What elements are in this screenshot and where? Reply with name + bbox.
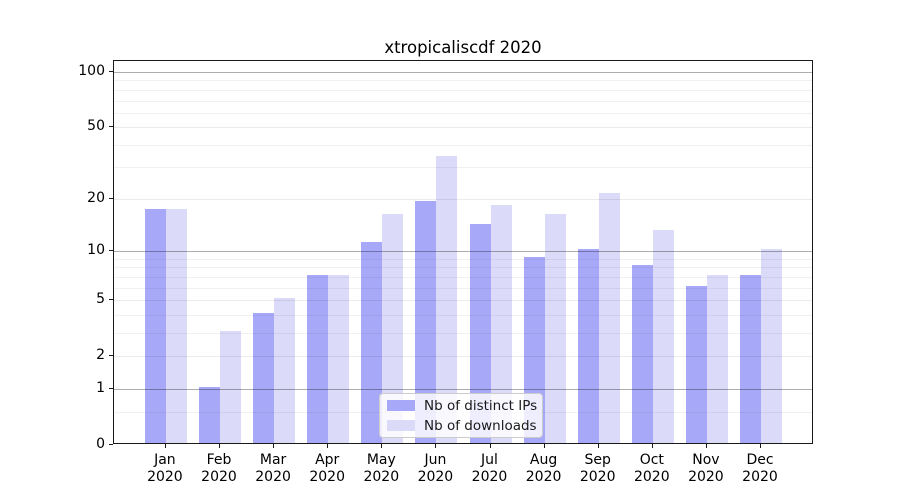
x-tick-label-oct: Oct 2020 <box>633 452 670 485</box>
y-tick-1 <box>109 387 113 389</box>
x-tick-aug <box>543 444 545 448</box>
bar-dec-downloads <box>761 249 782 443</box>
bar-mar-distinct-ips <box>253 312 275 443</box>
gridline-20 <box>114 198 812 200</box>
gridline-70 <box>114 100 812 102</box>
y-tick-label-20: 20 <box>87 189 105 206</box>
bar-may-distinct-ips <box>361 241 383 443</box>
x-tick-label-may: May 2020 <box>363 452 400 485</box>
bar-feb-distinct-ips <box>199 386 220 443</box>
y-tick-label-10: 10 <box>87 242 105 258</box>
legend-label-distinct-ips: Nb of distinct IPs <box>424 397 538 414</box>
x-tick-sep <box>597 444 599 448</box>
y-tick-label-5: 5 <box>96 290 105 307</box>
x-tick-label-nov: Nov 2020 <box>688 452 724 485</box>
bar-jan-downloads <box>165 209 187 443</box>
bar-oct-downloads <box>652 229 674 443</box>
gridline-2 <box>114 355 812 357</box>
bar-sep-distinct-ips <box>577 249 599 443</box>
bar-dec-distinct-ips <box>740 274 761 443</box>
y-tick-label-0: 0 <box>96 435 105 452</box>
gridline-4 <box>114 314 812 316</box>
y-tick-100 <box>109 71 113 72</box>
gridline-80 <box>114 89 812 91</box>
legend-swatch-distinct-ips <box>387 400 415 411</box>
gridline-5 <box>114 299 812 301</box>
x-tick-jan <box>164 444 166 448</box>
y-tick-label-50: 50 <box>87 118 105 135</box>
gridline-3 <box>114 332 812 334</box>
x-tick-label-jul: Jul 2020 <box>471 452 508 485</box>
bar-nov-downloads <box>706 274 728 443</box>
x-tick-label-apr: Apr 2020 <box>309 452 345 485</box>
x-tick-label-jun: Jun 2020 <box>417 452 454 485</box>
gridline-90 <box>114 80 812 82</box>
gridline-10 <box>114 251 812 252</box>
gridline-1 <box>114 388 812 390</box>
bar-jun-downloads <box>436 155 458 443</box>
x-tick-feb <box>219 444 220 448</box>
x-tick-dec <box>760 444 761 448</box>
gridline-40 <box>114 144 812 146</box>
legend: Nb of distinct IPs Nb of downloads <box>379 393 543 438</box>
y-tick-label-100: 100 <box>78 63 105 79</box>
chart-title: xtropicaliscdf 2020 <box>384 38 542 57</box>
gridline-6 <box>114 287 812 289</box>
x-tick-nov <box>705 444 707 448</box>
gridline-60 <box>114 112 812 114</box>
y-tick-50 <box>109 126 113 128</box>
gridline-50 <box>114 127 812 129</box>
bar-aug-downloads <box>544 213 566 443</box>
x-tick-oct <box>651 444 653 448</box>
gridline-100 <box>114 72 812 73</box>
x-tick-label-mar: Mar 2020 <box>255 452 291 485</box>
bar-may-downloads <box>382 213 404 443</box>
x-tick-jun <box>435 444 437 448</box>
x-tick-mar <box>273 444 275 448</box>
x-tick-label-feb: Feb 2020 <box>201 452 237 485</box>
legend-entry-distinct-ips: Nb of distinct IPs <box>387 397 542 414</box>
gridline-7 <box>114 276 812 278</box>
y-tick-5 <box>109 298 113 300</box>
y-tick-label-1: 1 <box>96 379 105 396</box>
bar-nov-distinct-ips <box>685 285 707 443</box>
y-tick-2 <box>109 354 113 356</box>
y-tick-20 <box>109 197 113 199</box>
bar-mar-downloads <box>274 297 296 443</box>
bar-jul-distinct-ips <box>469 223 491 443</box>
x-tick-label-jan: Jan 2020 <box>147 452 183 485</box>
bar-feb-downloads <box>220 330 241 443</box>
y-tick-10 <box>109 250 113 251</box>
plot-area <box>113 60 813 444</box>
bar-jun-distinct-ips <box>415 200 437 443</box>
legend-swatch-downloads <box>387 420 415 431</box>
x-tick-may <box>381 444 383 448</box>
gridline-8 <box>114 267 812 269</box>
legend-entry-downloads: Nb of downloads <box>387 417 542 434</box>
y-tick-label-2: 2 <box>96 346 105 363</box>
x-tick-apr <box>327 444 329 448</box>
x-tick-label-dec: Dec 2020 <box>742 452 778 485</box>
bar-apr-distinct-ips <box>307 274 329 443</box>
bar-oct-distinct-ips <box>631 265 653 443</box>
x-tick-label-sep: Sep 2020 <box>579 452 616 485</box>
x-tick-jul <box>489 444 491 448</box>
gridline-30 <box>114 167 812 169</box>
y-tick-0 <box>109 443 113 445</box>
bar-jul-downloads <box>490 204 512 443</box>
bar-apr-downloads <box>328 274 350 443</box>
legend-label-downloads: Nb of downloads <box>424 417 537 434</box>
gridline-9 <box>114 258 812 260</box>
bar-jan-distinct-ips <box>144 209 166 443</box>
x-tick-label-aug: Aug 2020 <box>525 452 562 485</box>
bar-sep-downloads <box>598 193 620 443</box>
